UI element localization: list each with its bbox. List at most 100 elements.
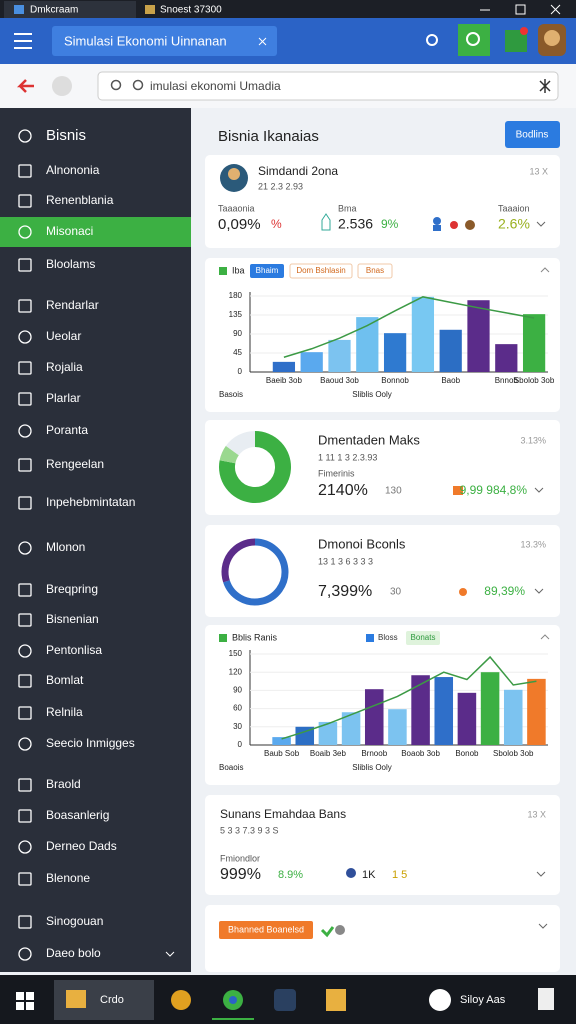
sidebar-item[interactable]: Rengeelan — [46, 457, 104, 471]
address-field[interactable] — [97, 71, 559, 101]
app-tab-title[interactable]: Simulasi Ekonomi Uinnanan — [64, 33, 227, 48]
os-tab-label[interactable]: Snoest 37300 — [160, 5, 222, 16]
metric-count: 1K — [362, 869, 376, 881]
taskbar-app[interactable] — [171, 990, 191, 1010]
bar — [411, 675, 430, 745]
taskbar-app-label[interactable]: Crdo — [100, 994, 124, 1006]
bar — [480, 672, 500, 745]
stat-icon — [450, 221, 458, 229]
legend-badge[interactable] — [250, 264, 284, 278]
bookmark[interactable] — [539, 79, 551, 93]
address-text[interactable]: imulasi ekonomi Umadia — [150, 79, 281, 93]
bar — [328, 339, 351, 372]
sidebar-item[interactable]: Blenone — [46, 871, 90, 885]
legend-badge[interactable] — [406, 631, 440, 645]
sidebar-item[interactable]: Rendarlar — [46, 298, 99, 312]
taskbar-app[interactable] — [326, 989, 346, 1011]
sidebar-item[interactable]: Sinogouan — [46, 914, 103, 928]
legend-badge[interactable] — [366, 631, 400, 645]
sidebar-item[interactable]: Daeo bolo — [46, 946, 101, 960]
app-tab[interactable] — [52, 26, 277, 56]
sidebar-item[interactable]: Breqpring — [46, 582, 98, 596]
card-title: Dmonoi Bconls — [318, 536, 406, 551]
close[interactable] — [550, 4, 561, 15]
sidebar-item[interactable]: Ueolar — [46, 329, 81, 343]
sidebar-item[interactable]: Relnila — [46, 705, 83, 719]
extension-icon[interactable] — [505, 30, 527, 52]
y-tick-label: 30 — [233, 722, 242, 731]
metric-mid: 30 — [390, 587, 402, 598]
sidebar-item[interactable]: Derneo Dads — [46, 839, 117, 853]
tab-close[interactable] — [258, 37, 267, 46]
chevron — [540, 634, 550, 640]
sidebar-item[interactable]: Pentonlisa — [46, 643, 102, 657]
y-tick-label: 90 — [233, 329, 242, 338]
menu-button[interactable] — [14, 33, 32, 49]
donut-segment — [221, 538, 256, 583]
sidebar-item[interactable]: Renenblania — [46, 193, 114, 207]
sidebar-item[interactable]: Rojalia — [46, 360, 83, 374]
taskbar-user[interactable]: Siloy Aas — [460, 994, 506, 1006]
chevron[interactable] — [534, 588, 544, 594]
x-tick-label: Sbolob 3ob — [493, 749, 534, 758]
sidebar-item[interactable]: Bisnenian — [46, 612, 99, 626]
site-icon[interactable] — [52, 76, 72, 96]
sidebar-item[interactable]: Plarlar — [46, 391, 81, 405]
sidebar-item[interactable]: Alnononia — [46, 163, 100, 177]
sidebar-item[interactable]: Seecio Inmigges — [46, 736, 135, 750]
sidebar-icon — [18, 392, 32, 406]
bar — [318, 721, 338, 745]
sidebar-item[interactable]: Mlonon — [46, 540, 85, 554]
chevron[interactable] — [534, 487, 544, 493]
metric-change: 89,39% — [484, 584, 525, 598]
sidebar-item[interactable]: Boasanlerig — [46, 808, 109, 822]
sidebar-item[interactable]: Bisnis — [46, 127, 86, 144]
sidebar-item[interactable]: Inpehebmintatan — [46, 495, 135, 509]
search-button[interactable] — [458, 24, 490, 56]
legend-label: Bhaim — [256, 266, 279, 275]
user-avatar[interactable] — [429, 989, 451, 1011]
legend-label: Bloss — [378, 633, 398, 642]
action-button[interactable] — [219, 921, 313, 939]
avatar-face — [544, 30, 560, 46]
maximize[interactable] — [515, 4, 526, 15]
os-tab-label[interactable]: Dmkcraam — [30, 5, 78, 16]
search-icon[interactable] — [426, 34, 438, 46]
action-button-label[interactable]: Bhanned Boanelsd — [228, 924, 304, 934]
chevron[interactable] — [536, 871, 546, 877]
chart-note: Sliblis Ooly — [352, 390, 392, 399]
x-tick-label: Brnoob — [361, 749, 387, 758]
chevron[interactable] — [536, 221, 546, 227]
chevron[interactable] — [538, 923, 548, 929]
stat-value: 0,09% — [218, 216, 261, 233]
donut-segment — [219, 431, 291, 503]
sidebar-item[interactable]: Bomlat — [46, 673, 84, 687]
taskbar-app[interactable] — [274, 989, 296, 1011]
legend-badge[interactable] — [357, 263, 393, 279]
sidebar-item[interactable]: Misonaci — [46, 224, 93, 238]
sidebar-item[interactable]: Bloolams — [46, 257, 95, 271]
sidebar-icon — [18, 872, 32, 886]
legend-badge[interactable] — [289, 263, 353, 279]
metric-label: Fimerinis — [318, 468, 355, 478]
bar — [295, 726, 315, 745]
metric-value: 7,399% — [318, 583, 372, 600]
primary-button[interactable] — [505, 121, 560, 148]
back-button[interactable] — [16, 79, 34, 93]
legend-label: Bnas — [366, 266, 384, 275]
notification[interactable] — [538, 988, 554, 1010]
sidebar-item[interactable]: Poranta — [46, 423, 88, 437]
sidebar-item[interactable]: Braold — [46, 777, 81, 791]
line — [281, 655, 537, 740]
stat-extra: % — [271, 217, 282, 231]
sidebar-icon — [18, 541, 32, 555]
start-button[interactable] — [16, 992, 34, 1010]
primary-button-label[interactable]: Bodlins — [516, 130, 549, 141]
os-tab[interactable] — [4, 1, 136, 18]
sidebar-icon — [18, 258, 32, 272]
bar — [272, 361, 296, 372]
bar — [411, 296, 435, 372]
card-corner: 13.3% — [520, 539, 546, 549]
